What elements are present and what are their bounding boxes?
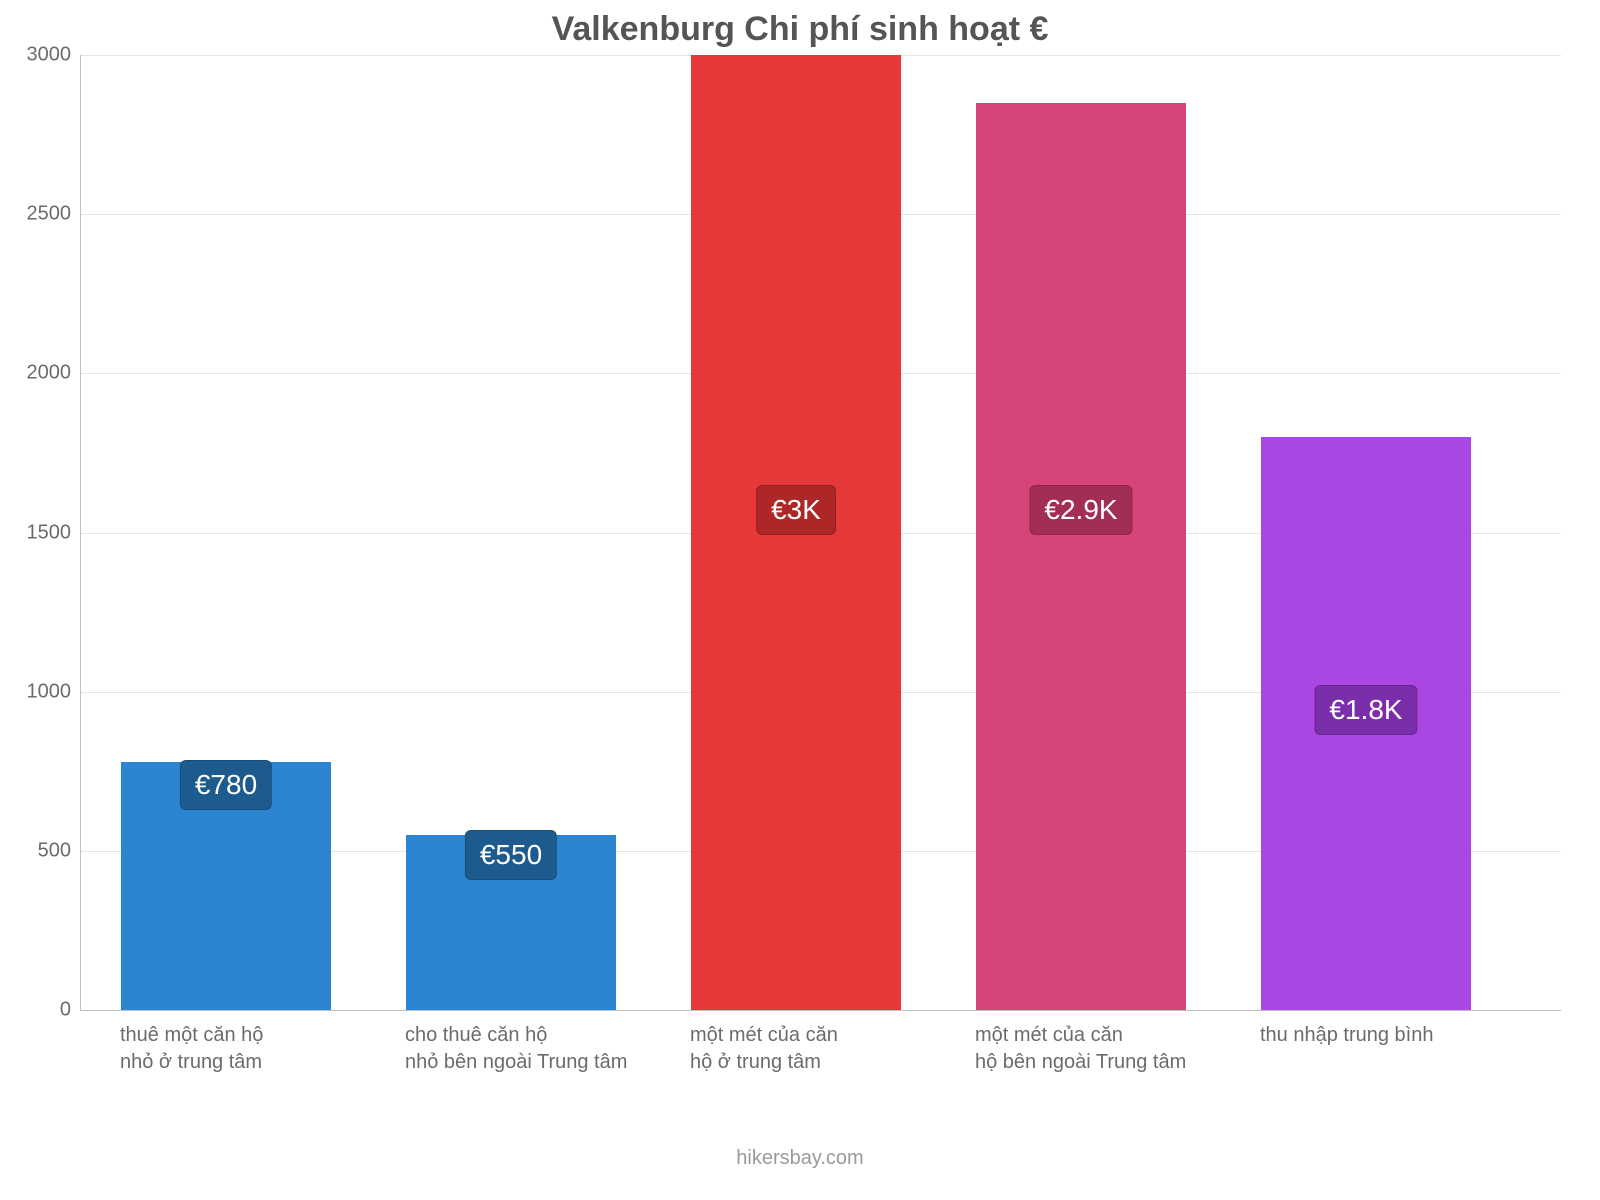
y-tick-label: 2500 [27, 203, 82, 226]
x-axis-label: thu nhập trung bình [1260, 1022, 1520, 1049]
bar-value-badge: €3K [756, 485, 836, 535]
x-axis-label: một mét của cănhộ bên ngoài Trung tâm [975, 1022, 1235, 1076]
bar-value-badge: €550 [465, 830, 557, 880]
bar-value-badge: €1.8K [1314, 685, 1417, 735]
y-tick-label: 1500 [27, 521, 82, 544]
bar: €1.8K [1261, 437, 1471, 1010]
y-tick-label: 3000 [27, 44, 82, 67]
bar: €2.9K [976, 103, 1186, 1010]
x-axis-label: thuê một căn hộnhỏ ở trung tâm [120, 1022, 380, 1076]
chart-container: Valkenburg Chi phí sinh hoạt € 0 500 1000 1… [0, 0, 1600, 1200]
y-tick-label: 2000 [27, 362, 82, 385]
bar-value-badge: €2.9K [1029, 485, 1132, 535]
bar-value-badge: €780 [180, 760, 272, 810]
plot-area: 050010001500200025003000€780€550€3K€2.9K… [80, 55, 1561, 1011]
chart-title: Valkenburg Chi phí sinh hoạt € [0, 10, 1600, 49]
bar: €3K [691, 55, 901, 1010]
y-tick-label: 0 [60, 999, 81, 1022]
y-tick-label: 1000 [27, 680, 82, 703]
bar: €780 [121, 762, 331, 1010]
x-axis-label: cho thuê căn hộnhỏ bên ngoài Trung tâm [405, 1022, 665, 1076]
bar: €550 [406, 835, 616, 1010]
y-tick-label: 500 [38, 839, 81, 862]
x-axis-label: một mét của cănhộ ở trung tâm [690, 1022, 950, 1076]
chart-footer: hikersbay.com [0, 1147, 1600, 1170]
